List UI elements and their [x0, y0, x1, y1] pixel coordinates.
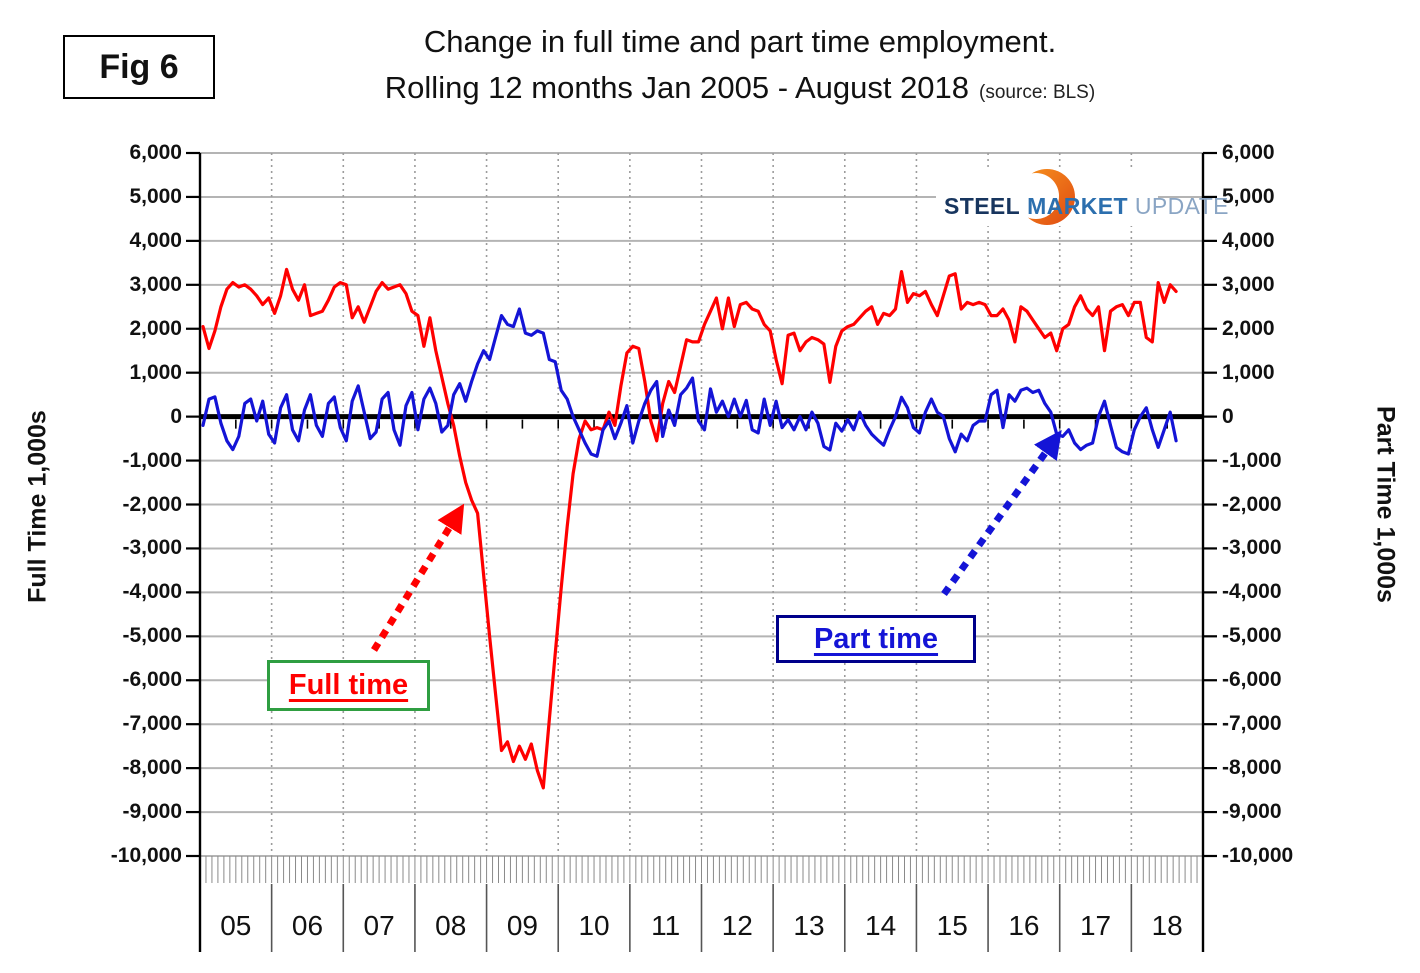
x-year-label: 09 — [506, 910, 538, 941]
x-year-label: 10 — [578, 910, 610, 941]
right-y-tick-label: -9,000 — [1222, 800, 1282, 824]
full-time-legend-box: Full time — [267, 660, 430, 711]
source-note: (source: BLS) — [979, 81, 1096, 103]
left-y-tick-label: 3,000 — [129, 272, 182, 296]
full-time-legend-text: Full time — [288, 669, 409, 701]
logo-crescent-icon — [1014, 169, 1075, 225]
chart-title-line2: Rolling 12 months Jan 2005 - August 2018… — [220, 70, 1260, 106]
left-y-tick-label: 5,000 — [129, 184, 182, 208]
x-year-label: 13 — [793, 910, 825, 941]
right-y-tick-label: -2,000 — [1222, 492, 1282, 516]
left-y-tick-label: -1,000 — [122, 448, 182, 472]
right-axis-title: Part Time 1,000s — [1371, 406, 1400, 603]
left-y-tick-label: -10,000 — [110, 844, 182, 867]
x-axis-month-ticks — [199, 856, 1204, 952]
left-y-tick-label: 6,000 — [129, 141, 182, 164]
right-y-tick-label: 5,000 — [1222, 184, 1275, 208]
right-y-tick-label: -6,000 — [1222, 668, 1282, 692]
x-year-label: 12 — [721, 910, 753, 941]
fig-label-text: Fig 6 — [99, 47, 179, 86]
left-y-tick-label: -4,000 — [122, 580, 182, 604]
x-year-label: 08 — [435, 910, 467, 941]
left-y-tick-label: -6,000 — [122, 668, 182, 692]
right-y-tick-label: 0 — [1222, 404, 1234, 428]
right-y-tick-label: -5,000 — [1222, 624, 1282, 648]
x-year-label: 17 — [1079, 910, 1112, 941]
part-time-legend-text: Part time — [813, 622, 939, 655]
logo-word-steel: STEEL — [944, 193, 1021, 219]
left-y-tick-label: -7,000 — [122, 712, 182, 736]
part-time-legend-box: Part time — [776, 615, 976, 663]
right-y-tick-label: -1,000 — [1222, 448, 1282, 472]
x-year-label: 06 — [291, 910, 324, 941]
zero-baseline — [200, 414, 1203, 429]
left-y-tick-label: 0 — [170, 404, 182, 428]
right-y-tick-label: 2,000 — [1222, 316, 1275, 340]
left-y-tick-label: -9,000 — [122, 800, 182, 824]
x-year-label: 07 — [363, 910, 395, 941]
x-year-label: 15 — [936, 910, 968, 941]
logo-word-market: MARKET — [1027, 193, 1128, 219]
left-y-tick-label: 1,000 — [129, 360, 182, 384]
x-year-label: 16 — [1008, 910, 1040, 941]
left-y-tick-label: -2,000 — [122, 492, 182, 516]
x-year-label: 14 — [865, 910, 897, 941]
left-y-tick-label: 4,000 — [129, 228, 182, 252]
right-y-tick-label: 1,000 — [1222, 360, 1275, 384]
x-year-label: 05 — [220, 910, 252, 941]
logo-word-update: UPDATE — [1134, 193, 1229, 219]
right-y-tick-label: -8,000 — [1222, 756, 1282, 780]
y-axes — [186, 151, 1217, 952]
logo-wordmark: STEEL MARKET UPDATE — [944, 193, 1229, 220]
right-y-tick-label: -4,000 — [1222, 580, 1282, 604]
full-time-line — [201, 267, 1178, 790]
chart-title-line2-text: Rolling 12 months Jan 2005 - August 2018 — [384, 69, 970, 105]
right-y-tick-label: 3,000 — [1222, 272, 1275, 296]
steel-market-update-logo: STEEL MARKET UPDATE — [936, 169, 1229, 226]
chart-title-line1: Change in full time and part time employ… — [423, 24, 1057, 59]
x-year-label: 18 — [1151, 910, 1183, 941]
right-y-tick-label: 6,000 — [1222, 141, 1275, 164]
x-year-label: 11 — [651, 910, 681, 941]
right-y-tick-label: -3,000 — [1222, 536, 1282, 560]
full-time-arrow — [371, 503, 465, 652]
right-y-tick-label: -7,000 — [1222, 712, 1282, 736]
left-y-tick-label: -5,000 — [122, 624, 182, 648]
left-y-tick-label: -3,000 — [122, 536, 182, 560]
right-y-tick-label: 4,000 — [1222, 228, 1275, 252]
gridlines — [200, 152, 1203, 857]
part-time-arrow — [941, 430, 1062, 597]
part-time-line — [201, 307, 1178, 458]
chart-title: Change in full time and part time employ… — [220, 24, 1260, 105]
right-y-tick-label: -10,000 — [1222, 844, 1294, 867]
fig-label: Fig 6 — [63, 35, 215, 99]
left-axis-tick-labels: 6,000 5,000 4,000 3,000 2,000 1,000 0 -1,000 -2,… — [40, 0, 182, 973]
right-axis-tick-labels: 6,000 5,000 4,000 3,000 2,000 1,000 0 -1,000 -2,… — [1222, 0, 1362, 973]
left-y-tick-label: 2,000 — [129, 316, 182, 340]
left-y-tick-label: -8,000 — [122, 756, 182, 780]
